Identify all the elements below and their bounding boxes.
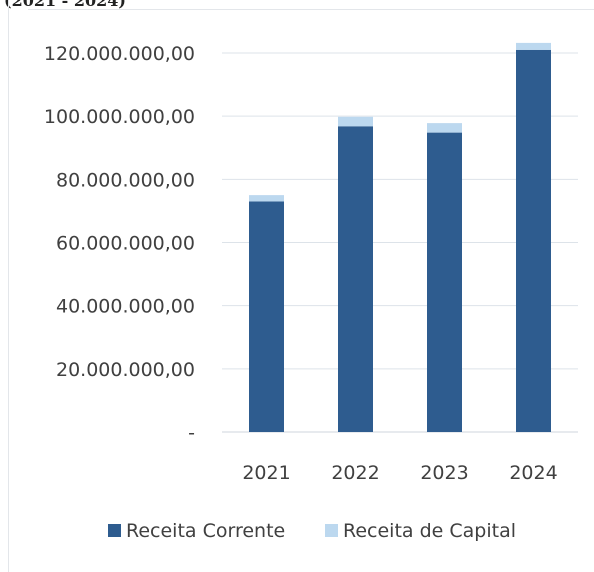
bar-receita-corrente-2023 bbox=[427, 132, 462, 432]
frame-top-line bbox=[28, 9, 594, 10]
bar-receita-corrente-2021 bbox=[249, 201, 284, 432]
bar-receita-capital-2024 bbox=[516, 42, 551, 50]
legend-label: Receita Corrente bbox=[126, 520, 285, 542]
chart-title-partial: (2021 - 2024) bbox=[4, 0, 126, 10]
y-axis: - 20.000.000,00 40.000.000,00 60.000.000,00… bbox=[44, 43, 195, 444]
x-tick-label: 2022 bbox=[331, 462, 379, 484]
legend: Receita Corrente Receita de Capital bbox=[108, 520, 516, 542]
bar-receita-capital-2021 bbox=[249, 195, 284, 202]
legend-swatch bbox=[325, 524, 338, 537]
y-tick-label: 100.000.000,00 bbox=[44, 106, 195, 128]
x-tick-label: 2024 bbox=[509, 462, 557, 484]
bar-receita-corrente-2024 bbox=[516, 49, 551, 432]
y-tick-label: 20.000.000,00 bbox=[56, 359, 195, 381]
bar-receita-capital-2023 bbox=[427, 123, 462, 133]
bars bbox=[249, 42, 551, 433]
x-axis: 2021 2022 2023 2024 bbox=[242, 462, 557, 484]
y-tick-label: 120.000.000,00 bbox=[44, 43, 195, 65]
x-tick-label: 2021 bbox=[242, 462, 290, 484]
y-tick-label: 60.000.000,00 bbox=[56, 233, 195, 255]
y-tick-label: 80.000.000,00 bbox=[56, 169, 195, 191]
legend-swatch bbox=[108, 524, 121, 537]
x-tick-label: 2023 bbox=[420, 462, 468, 484]
y-tick-label: 40.000.000,00 bbox=[56, 296, 195, 318]
bar-receita-corrente-2022 bbox=[338, 126, 373, 433]
legend-label: Receita de Capital bbox=[343, 520, 516, 542]
bar-receita-capital-2022 bbox=[338, 116, 373, 127]
frame-left-line bbox=[8, 0, 9, 572]
y-tick-label: - bbox=[188, 422, 195, 444]
